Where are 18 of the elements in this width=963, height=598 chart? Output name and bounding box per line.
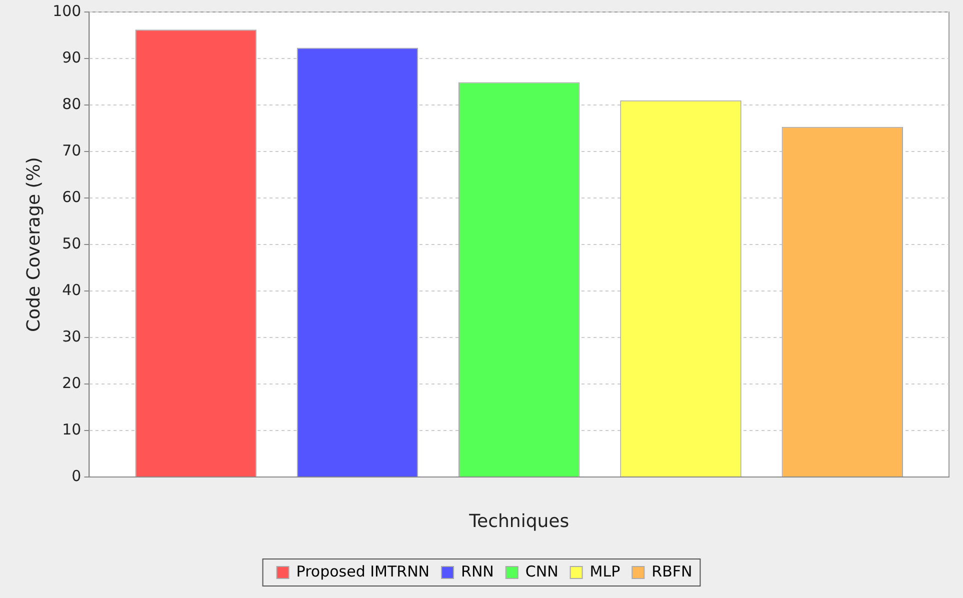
y-tick-label: 90	[62, 48, 82, 66]
legend-label: Proposed IMTRNN	[296, 562, 430, 580]
y-tick-label: 10	[62, 420, 82, 438]
y-tick-label: 0	[72, 466, 82, 485]
y-tick-label: 40	[62, 280, 82, 299]
legend-label: MLP	[590, 562, 620, 580]
y-tick-label: 80	[62, 94, 82, 113]
legend-label: CNN	[525, 562, 558, 580]
y-axis-title: Code Coverage (%)	[23, 157, 44, 332]
y-tick-label: 50	[62, 234, 82, 252]
y-tick-label: 70	[62, 141, 82, 160]
y-tick-label: 60	[62, 188, 82, 206]
legend-label: RNN	[461, 562, 494, 580]
y-tick-label: 30	[62, 327, 82, 346]
x-axis-title: Techniques	[468, 510, 570, 532]
legend-label: RBFN	[652, 562, 692, 580]
y-tick-label: 20	[62, 374, 82, 392]
y-tick-label: 100	[52, 2, 82, 20]
